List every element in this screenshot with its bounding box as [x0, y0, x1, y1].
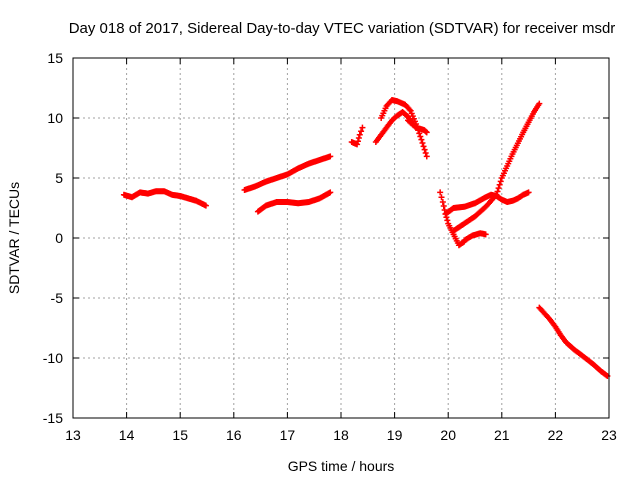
- data-series-segment-10: [450, 100, 543, 234]
- data-point: [359, 124, 366, 131]
- data-point: [495, 185, 502, 192]
- data-point: [421, 146, 428, 153]
- data-point: [422, 150, 429, 157]
- x-tick-labels: 13 14 15 16 17 18 19 20 21 22 23: [65, 427, 617, 443]
- data-series-segment-9: [442, 189, 532, 217]
- data-point: [438, 194, 445, 201]
- data-point: [437, 189, 444, 196]
- x-tick-label: 20: [440, 427, 456, 443]
- x-tick-label: 23: [601, 427, 617, 443]
- data-point: [603, 372, 610, 379]
- data-points: [120, 97, 611, 379]
- data-series-segment-11: [536, 304, 611, 379]
- x-tick-label: 17: [280, 427, 296, 443]
- data-point: [439, 199, 446, 205]
- data-point: [482, 231, 489, 238]
- data-point: [492, 193, 499, 199]
- data-point: [422, 128, 429, 135]
- data-series-segment-5: [378, 97, 430, 160]
- x-tick-label: 18: [333, 427, 349, 443]
- y-tick-label: 10: [47, 110, 63, 126]
- data-point: [496, 181, 503, 188]
- data-point: [423, 153, 430, 160]
- y-tick-label: -5: [51, 290, 64, 306]
- data-point: [536, 100, 543, 107]
- data-point: [494, 188, 501, 195]
- data-series-segment-6: [405, 117, 430, 136]
- y-tick-label: -15: [43, 410, 63, 426]
- y-tick-labels: -15 -10 -5 0 5 10 15: [43, 50, 63, 426]
- x-tick-label: 15: [172, 427, 188, 443]
- y-tick-label: -10: [43, 350, 63, 366]
- x-tick-label: 13: [65, 427, 81, 443]
- x-tick-label: 19: [387, 427, 403, 443]
- x-tick-label: 16: [226, 427, 242, 443]
- y-tick-label: 15: [47, 50, 63, 66]
- x-axis-label: GPS time / hours: [288, 458, 395, 474]
- y-tick-label: 0: [55, 230, 63, 246]
- data-point: [419, 139, 426, 146]
- data-point: [417, 133, 424, 140]
- data-point: [423, 129, 430, 136]
- data-series-segment-8: [461, 230, 489, 244]
- data-series-segment-4: [372, 109, 417, 145]
- data-point: [418, 136, 425, 143]
- x-tick-label: 22: [548, 427, 564, 443]
- grid: [73, 58, 609, 418]
- data-point: [327, 153, 334, 160]
- data-series-segment-0: [120, 188, 209, 209]
- x-tick-label: 14: [119, 427, 135, 443]
- data-point: [354, 141, 361, 148]
- axis-ticks: [72, 57, 610, 419]
- data-point: [525, 189, 532, 196]
- data-point: [327, 189, 334, 196]
- data-point: [355, 135, 362, 141]
- data-point: [358, 128, 365, 135]
- y-axis-label: SDTVAR / TECUs: [6, 182, 22, 294]
- x-tick-label: 21: [494, 427, 510, 443]
- chart-title: Day 018 of 2017, Sidereal Day-to-day VTE…: [69, 20, 616, 37]
- data-point: [202, 202, 209, 209]
- data-point: [420, 143, 427, 150]
- data-series-segment-3: [348, 124, 366, 148]
- data-series-segment-2: [254, 189, 334, 215]
- data-point: [440, 203, 447, 209]
- data-point: [356, 131, 363, 138]
- data-point: [444, 217, 451, 224]
- data-point: [406, 106, 413, 113]
- data-series-segment-1: [241, 153, 334, 193]
- data-point: [354, 138, 361, 145]
- data-point: [497, 178, 504, 185]
- data-point: [493, 191, 500, 198]
- y-tick-label: 5: [55, 170, 63, 186]
